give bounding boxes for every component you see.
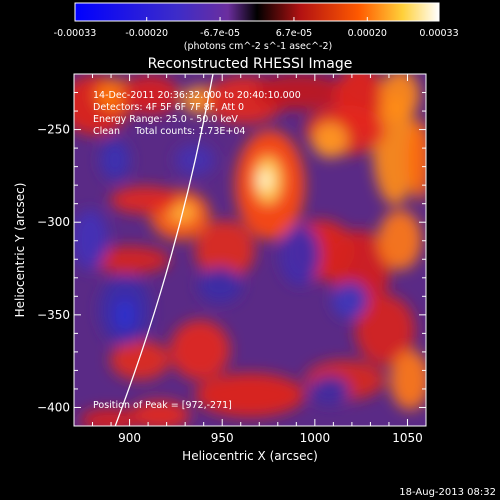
colorbar-tick-label: 0.00033 [419, 28, 458, 39]
colorbar-tick-label: 6.7e-05 [276, 28, 312, 39]
colorbar-tick-labels: -0.00033 -0.00020 -6.7e-05 6.7e-05 0.00020 0.… [54, 28, 459, 39]
y-tick-label: −350 [37, 308, 70, 322]
x-axis-label: Heliocentric X (arcsec) [182, 449, 318, 463]
annotation-time-range: 14-Dec-2011 20:36:32.000 to 20:40:10.000 [93, 90, 301, 101]
colorbar-ticks [74, 17, 440, 21]
x-tick-label: 1050 [392, 431, 423, 445]
colorbar-tick-label: -0.00020 [125, 28, 168, 39]
annotation-energy-range: Energy Range: 25.0 - 50.0 keV [93, 114, 238, 125]
heatmap-image [74, 74, 426, 426]
chart-title: Reconstructed RHESSI Image [148, 56, 353, 72]
x-tick-label: 900 [118, 431, 141, 445]
colorbar-tick-label: 0.00020 [348, 28, 387, 39]
colorbar-unit-label: (photons cm^-2 s^-1 asec^-2) [184, 41, 332, 52]
footer-date: 18-Aug-2013 08:32 [399, 487, 496, 498]
annotation-peak-position: Position of Peak = [972,-271] [93, 400, 232, 411]
y-axis-label: Heliocentric Y (arcsec) [13, 183, 27, 318]
x-tick-labels: 900 950 1000 1050 [118, 431, 423, 445]
y-tick-label: −250 [37, 123, 70, 137]
y-tick-labels: −250 −300 −350 −400 [37, 123, 70, 415]
y-tick-label: −400 [37, 400, 70, 414]
axis-ticks [73, 73, 427, 427]
x-tick-label: 950 [211, 431, 234, 445]
colorbar [74, 2, 440, 22]
annotation-method: Clean Total counts: 1.73E+04 [93, 126, 245, 137]
annotation-detectors: Detectors: 4F 5F 6F 7F 8F, Att 0 [93, 102, 244, 113]
colorbar-tick-label: -0.00033 [54, 28, 97, 39]
colorbar-tick-label: -6.7e-05 [200, 28, 240, 39]
solar-limb-line [114, 74, 214, 426]
y-tick-label: −300 [37, 215, 70, 229]
x-tick-label: 1000 [300, 431, 331, 445]
plot-frame [73, 73, 427, 427]
